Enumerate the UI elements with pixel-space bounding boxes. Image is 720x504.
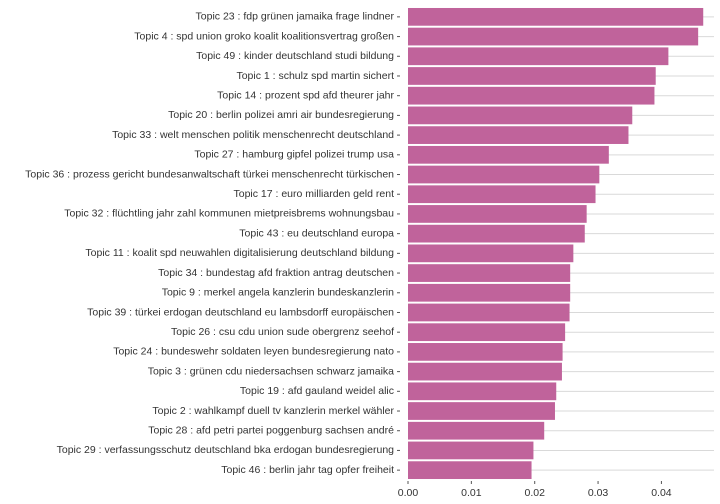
x-tick-label: 0.00 [398, 487, 419, 499]
category-label: Topic 36 : prozess gericht bundesanwalts… [25, 168, 394, 180]
bar [408, 461, 532, 480]
bar [408, 67, 656, 85]
bar [408, 126, 629, 144]
category-label: Topic 26 : csu cdu union sude obergrenz … [171, 326, 394, 338]
category-label: Topic 43 : eu deutschland europa [239, 227, 394, 239]
bars [408, 7, 704, 480]
bar [408, 106, 633, 125]
bar [408, 362, 562, 381]
bar [408, 283, 571, 302]
bar [408, 244, 574, 263]
bar [408, 303, 570, 322]
category-label: Topic 32 : flüchtling jahr zahl kommunen… [64, 208, 394, 220]
category-label: Topic 1 : schulz spd martin sichert [236, 70, 394, 82]
x-tick-label: 0.02 [524, 487, 545, 499]
bar [408, 441, 534, 460]
category-label: Topic 46 : berlin jahr tag opfer freihei… [221, 464, 394, 476]
category-label: Topic 23 : fdp grünen jamaika frage lind… [196, 11, 395, 23]
category-label: Topic 17 : euro milliarden geld rent [233, 188, 394, 200]
bar [408, 165, 600, 184]
category-label: Topic 19 : afd gauland weidel alic [240, 385, 394, 397]
category-label: Topic 14 : prozent spd afd theurer jahr [217, 89, 394, 101]
category-label: Topic 33 : welt menschen politik mensche… [112, 129, 394, 141]
category-label: Topic 34 : bundestag afd fraktion antrag… [158, 267, 394, 279]
category-label: Topic 11 : koalit spd neuwahlen digitali… [85, 247, 394, 259]
bar [408, 382, 557, 401]
category-label: Topic 9 : merkel angela kanzlerin bundes… [162, 287, 394, 299]
bar [408, 323, 566, 342]
category-label: Topic 24 : bundeswehr soldaten leyen bun… [113, 346, 394, 358]
category-label: Topic 49 : kinder deutschland studi bild… [196, 50, 394, 62]
bar [408, 27, 699, 46]
category-labels: Topic 23 : fdp grünen jamaika frage lind… [25, 11, 400, 476]
category-label: Topic 3 : grünen cdu niedersachsen schwa… [148, 365, 394, 377]
bar [408, 264, 571, 282]
x-axis: 0.00 0.01 0.02 0.03 0.04 [398, 481, 672, 499]
category-label: Topic 27 : hamburg gipfel polizei trump … [194, 149, 394, 161]
bar [408, 421, 545, 440]
x-tick-label: 0.01 [461, 487, 482, 499]
category-label: Topic 28 : afd petri partei poggenburg s… [148, 425, 394, 437]
bar [408, 343, 563, 361]
category-label: Topic 2 : wahlkampf duell tv kanzlerin m… [152, 405, 394, 417]
bar [408, 47, 669, 66]
bar [408, 185, 596, 204]
bar [408, 205, 587, 223]
bar [408, 86, 655, 105]
bar [408, 224, 585, 243]
category-label: Topic 4 : spd union groko koalit koaliti… [134, 30, 394, 42]
x-tick-label: 0.04 [651, 487, 672, 499]
bar [408, 145, 609, 164]
category-label: Topic 29 : verfassungsschutz deutschland… [57, 444, 395, 456]
x-tick-label: 0.03 [588, 487, 609, 499]
category-label: Topic 39 : türkei erdogan deutschland eu… [87, 306, 394, 318]
bar [408, 402, 555, 420]
category-label: Topic 20 : berlin polizei amri air bunde… [168, 109, 394, 121]
bar [408, 7, 704, 26]
